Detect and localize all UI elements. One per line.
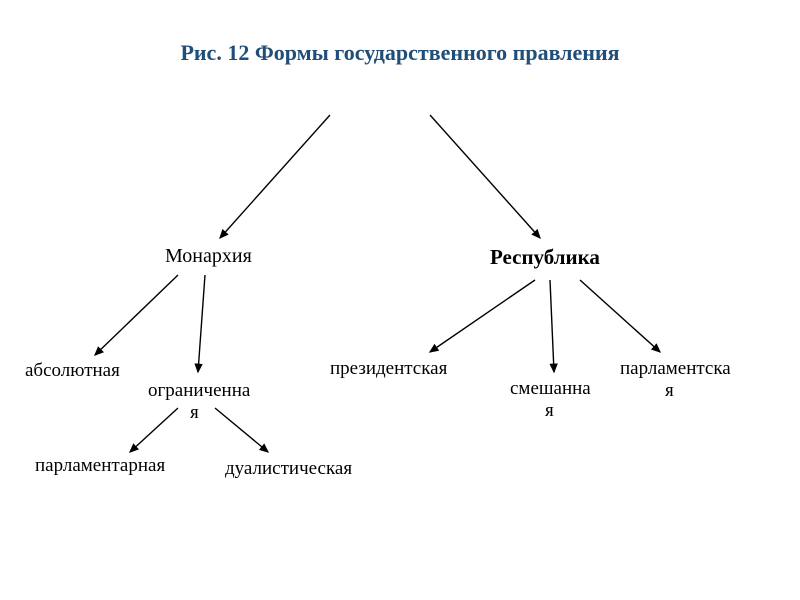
tree-edge: [198, 275, 205, 372]
node-republic: Республика: [490, 245, 600, 270]
tree-edge: [220, 115, 330, 238]
node-presidential: президентская: [330, 358, 447, 380]
diagram-title: Рис. 12 Формы государственного правления: [0, 40, 800, 66]
diagram-canvas: Рис. 12 Формы государственного правления…: [0, 0, 800, 600]
node-dualistic: дуалистическая: [225, 458, 352, 480]
node-parliament-l2: я: [665, 380, 674, 402]
node-limited-l1: ограниченна: [148, 380, 250, 402]
node-absolute: абсолютная: [25, 360, 120, 382]
node-limited-l2: я: [190, 402, 199, 424]
tree-edge: [95, 275, 178, 355]
node-parliament-l1: парламентска: [620, 358, 731, 380]
arrow-layer: [0, 0, 800, 600]
node-mixed-l1: смешанна: [510, 378, 591, 400]
node-parliamentary2: парламентарная: [35, 455, 165, 477]
node-monarchy: Монархия: [165, 245, 252, 268]
tree-edge: [430, 280, 535, 352]
tree-edge: [215, 408, 268, 452]
tree-edge: [580, 280, 660, 352]
tree-edge: [130, 408, 178, 452]
node-mixed-l2: я: [545, 400, 554, 422]
tree-edge: [430, 115, 540, 238]
tree-edge: [550, 280, 554, 372]
